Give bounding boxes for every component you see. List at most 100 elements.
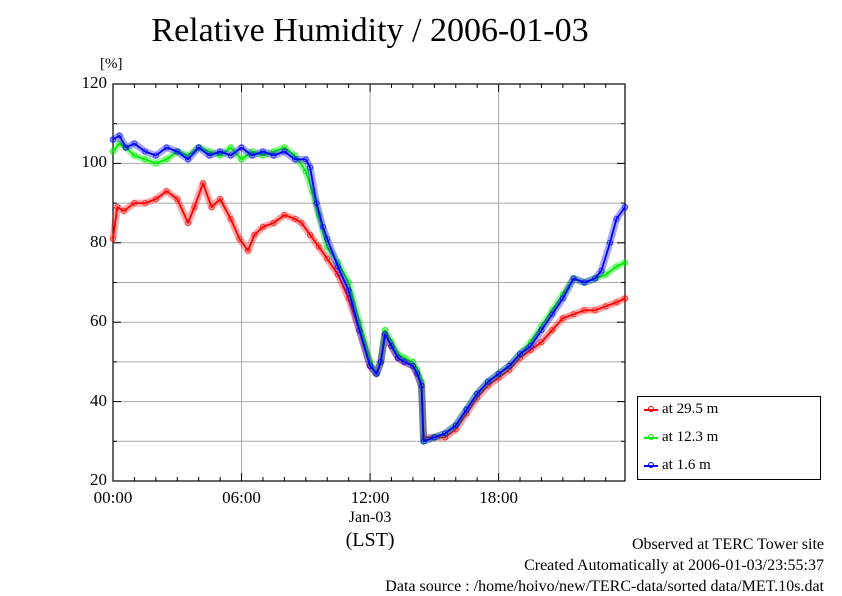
data-point — [315, 243, 322, 250]
data-point — [622, 204, 628, 211]
data-point — [549, 327, 556, 334]
legend-item: at 12.3 m — [644, 429, 718, 449]
data-point — [199, 180, 206, 187]
data-point — [281, 212, 288, 219]
data-point — [163, 156, 170, 163]
data-point — [122, 144, 129, 151]
data-point — [414, 370, 421, 377]
series-line — [112, 142, 626, 443]
data-point — [152, 196, 159, 203]
legend-swatch-blue-icon — [644, 461, 658, 471]
data-point — [613, 299, 620, 306]
data-point — [356, 327, 363, 334]
legend-label: at 1.6 m — [662, 457, 711, 473]
data-point — [334, 271, 341, 278]
data-point — [484, 378, 491, 385]
data-point — [382, 331, 389, 338]
data-point — [302, 156, 309, 163]
data-point — [538, 339, 545, 346]
data-point — [581, 279, 588, 286]
data-point — [174, 196, 181, 203]
data-point — [613, 263, 620, 270]
data-point — [270, 219, 277, 226]
data-point — [506, 366, 513, 373]
data-point — [538, 327, 545, 334]
data-point — [463, 406, 470, 413]
data-point — [292, 152, 299, 159]
series-layer — [109, 132, 629, 445]
data-point — [116, 140, 123, 147]
data-point — [527, 343, 534, 350]
data-point — [527, 346, 534, 353]
data-point — [442, 430, 449, 437]
data-point — [495, 370, 502, 377]
data-point — [334, 263, 341, 270]
data-point — [382, 327, 389, 334]
y-tick-label: 120 — [81, 73, 108, 92]
data-point — [570, 275, 577, 282]
data-point — [206, 148, 213, 155]
y-axis-unit: [%] — [100, 56, 123, 72]
data-point — [191, 204, 198, 211]
y-tick-label: 20 — [90, 470, 107, 489]
data-point — [131, 152, 138, 159]
data-point — [217, 148, 224, 155]
footer-created: Created Automatically at 2006-01-03/23:5… — [524, 557, 824, 574]
data-point — [452, 426, 459, 433]
data-point — [227, 152, 234, 159]
data-point — [110, 148, 116, 155]
data-point — [592, 275, 599, 282]
legend: at 29.5 m at 12.3 m at 1.6 m — [637, 396, 821, 480]
data-point — [307, 231, 314, 238]
series-line — [112, 134, 626, 443]
data-point — [324, 255, 331, 262]
data-point — [120, 208, 127, 215]
data-point — [409, 358, 416, 365]
data-point — [506, 362, 513, 369]
footer-site: Observed at TERC Tower site — [631, 536, 824, 553]
legend-label: at 29.5 m — [662, 401, 719, 417]
data-point — [142, 200, 149, 207]
chart-title: Relative Humidity / 2006-01-03 — [151, 12, 589, 49]
legend-swatch-red-icon — [644, 405, 658, 415]
data-point — [581, 307, 588, 314]
data-point — [298, 219, 305, 226]
data-point — [142, 156, 149, 163]
data-point — [259, 223, 266, 230]
legend-item: at 1.6 m — [644, 457, 711, 477]
y-tick-label: 80 — [90, 231, 107, 251]
data-point — [206, 152, 213, 159]
series-group — [109, 132, 629, 445]
data-point — [174, 148, 181, 155]
data-point — [131, 200, 138, 207]
series-band — [109, 140, 629, 445]
data-point — [195, 144, 202, 151]
data-point — [249, 152, 256, 159]
data-point — [452, 422, 459, 429]
data-point — [401, 358, 408, 365]
data-point — [208, 204, 215, 211]
data-point — [131, 140, 138, 147]
data-point — [592, 307, 599, 314]
data-point — [270, 152, 277, 159]
x-tick-label: 06:00 — [222, 488, 261, 507]
data-point — [373, 370, 380, 377]
grid-lines — [113, 84, 625, 481]
data-point — [313, 200, 320, 207]
data-point — [227, 144, 234, 151]
series-group — [109, 140, 629, 445]
data-point — [307, 164, 314, 171]
data-point — [184, 156, 191, 163]
data-point — [270, 148, 277, 155]
y-tick-label: 100 — [81, 152, 108, 172]
data-point — [549, 311, 556, 318]
data-point — [292, 215, 299, 222]
data-point — [570, 311, 577, 318]
data-point — [238, 144, 245, 151]
y-tick-label: 60 — [90, 311, 107, 331]
x-date-label: Jan-03 — [348, 509, 392, 526]
data-point — [324, 235, 331, 242]
data-point — [345, 279, 352, 286]
x-tick-label: 00:00 — [93, 488, 133, 507]
